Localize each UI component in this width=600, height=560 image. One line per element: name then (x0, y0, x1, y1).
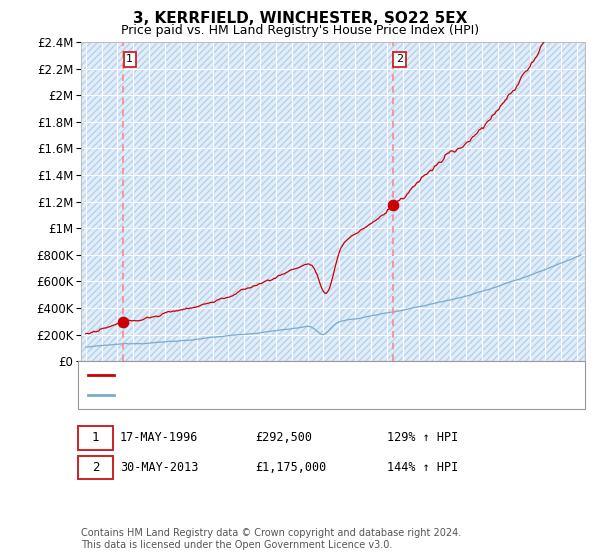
Text: 1: 1 (92, 431, 99, 445)
Point (119, 318, 128, 327)
Text: 3, KERRFIELD, WINCHESTER, SO22 5EX: 3, KERRFIELD, WINCHESTER, SO22 5EX (133, 11, 467, 26)
Point (389, 200, 398, 209)
Text: 17-MAY-1996: 17-MAY-1996 (120, 431, 199, 445)
Text: 129% ↑ HPI: 129% ↑ HPI (387, 431, 458, 445)
Text: 144% ↑ HPI: 144% ↑ HPI (387, 461, 458, 474)
Text: 30-MAY-2013: 30-MAY-2013 (120, 461, 199, 474)
Text: £1,175,000: £1,175,000 (255, 461, 326, 474)
Text: Price paid vs. HM Land Registry's House Price Index (HPI): Price paid vs. HM Land Registry's House … (121, 24, 479, 36)
Text: £292,500: £292,500 (255, 431, 312, 445)
Text: HPI: Average price, detached house, Winchester: HPI: Average price, detached house, Winc… (118, 388, 403, 401)
Text: 1: 1 (127, 54, 133, 64)
Text: Contains HM Land Registry data © Crown copyright and database right 2024.
This d: Contains HM Land Registry data © Crown c… (81, 528, 461, 550)
Text: 2: 2 (92, 461, 99, 474)
Text: 3, KERRFIELD, WINCHESTER, SO22 5EX (detached house): 3, KERRFIELD, WINCHESTER, SO22 5EX (deta… (118, 369, 457, 382)
Text: 2: 2 (396, 54, 403, 64)
